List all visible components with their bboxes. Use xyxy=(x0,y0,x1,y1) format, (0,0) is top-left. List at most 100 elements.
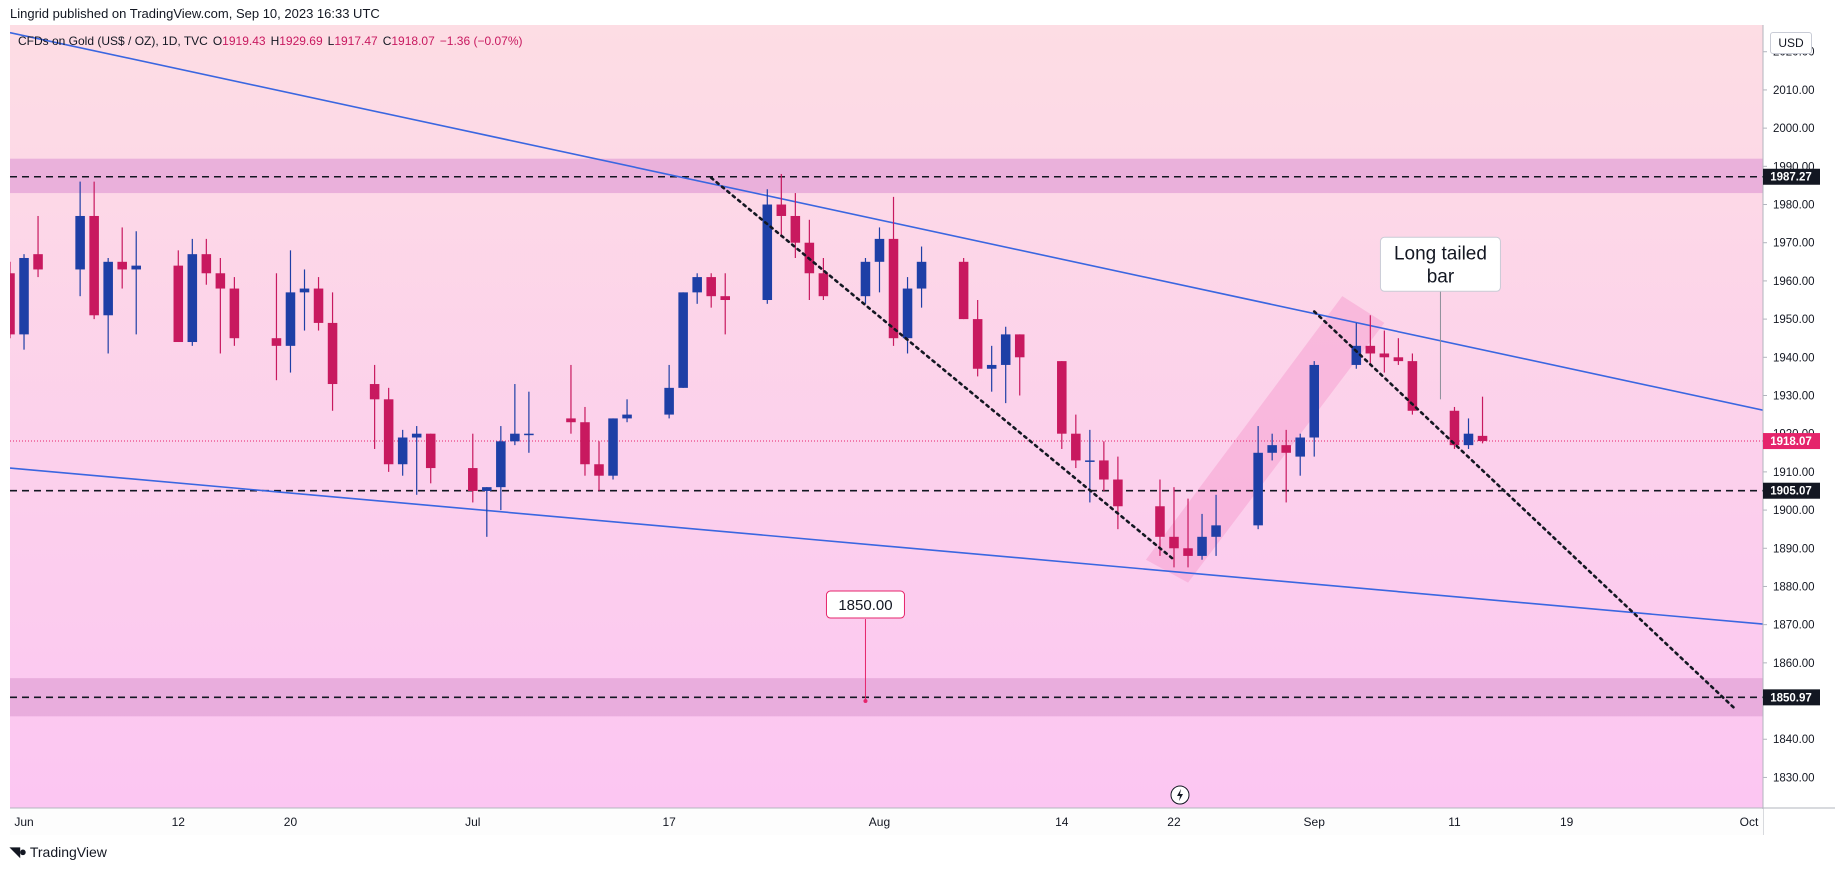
legend-symbol[interactable]: CFDs on Gold (US$ / OZ), 1D, TVC xyxy=(18,34,208,48)
candle[interactable] xyxy=(580,406,590,476)
candle[interactable] xyxy=(173,250,184,343)
candle-body xyxy=(1183,548,1193,556)
candle[interactable] xyxy=(1295,433,1305,476)
candle[interactable] xyxy=(1211,494,1221,556)
candle[interactable] xyxy=(313,277,324,331)
y-tick-label: 1940.00 xyxy=(1773,352,1815,364)
candle[interactable] xyxy=(285,250,296,373)
candle[interactable] xyxy=(1113,456,1123,530)
candle[interactable] xyxy=(103,257,113,354)
candle[interactable] xyxy=(706,273,716,308)
candle[interactable] xyxy=(327,292,338,411)
candle[interactable] xyxy=(986,345,997,392)
candle[interactable] xyxy=(1000,326,1011,404)
candle[interactable] xyxy=(1309,361,1320,457)
candle[interactable] xyxy=(89,181,99,320)
candle[interactable] xyxy=(1477,396,1488,444)
candle-body xyxy=(271,338,282,346)
candle[interactable] xyxy=(1197,513,1207,560)
candle[interactable] xyxy=(1365,315,1376,365)
candle-body xyxy=(594,464,604,476)
candle[interactable] xyxy=(75,181,85,297)
dotted-trendline[interactable] xyxy=(1312,310,1737,710)
candle[interactable] xyxy=(1071,414,1081,469)
candle[interactable] xyxy=(1351,322,1362,369)
candle[interactable] xyxy=(411,426,422,495)
candle[interactable] xyxy=(622,399,632,423)
candle[interactable] xyxy=(33,215,43,278)
candle[interactable] xyxy=(678,292,688,388)
candle[interactable] xyxy=(776,173,787,236)
candle[interactable] xyxy=(482,487,492,537)
candle[interactable] xyxy=(187,238,198,346)
candle-body xyxy=(1057,361,1067,434)
candle[interactable] xyxy=(1281,429,1291,503)
callout-box[interactable] xyxy=(1379,236,1501,292)
candle[interactable] xyxy=(1183,498,1193,568)
candle[interactable] xyxy=(762,189,773,304)
candle[interactable] xyxy=(1057,361,1067,449)
currency-button[interactable]: USD xyxy=(1770,32,1812,54)
candle[interactable] xyxy=(425,433,436,484)
candle[interactable] xyxy=(818,257,829,301)
candle-body xyxy=(383,399,394,465)
candle[interactable] xyxy=(916,246,927,308)
candle-body xyxy=(622,414,632,419)
footer-brand[interactable]: TradingView xyxy=(29,844,107,860)
candle[interactable] xyxy=(117,227,127,289)
candle-body xyxy=(1211,525,1221,537)
candle[interactable] xyxy=(5,261,15,339)
target-label-box[interactable] xyxy=(825,590,905,619)
dotted-trendline[interactable] xyxy=(709,176,1176,562)
candle-body xyxy=(860,261,871,297)
candle[interactable] xyxy=(1449,406,1460,449)
candle[interactable] xyxy=(1267,433,1277,461)
candle[interactable] xyxy=(496,426,506,511)
candle[interactable] xyxy=(369,364,380,449)
level-zone xyxy=(10,158,1763,194)
candle[interactable] xyxy=(19,254,29,350)
candle[interactable] xyxy=(594,441,604,491)
candle[interactable] xyxy=(1393,338,1404,365)
candle[interactable] xyxy=(524,391,534,453)
candle[interactable] xyxy=(692,273,702,304)
candle[interactable] xyxy=(1014,334,1025,396)
candle[interactable] xyxy=(215,257,226,354)
trendline[interactable] xyxy=(10,467,1835,659)
candle[interactable] xyxy=(468,433,478,503)
y-tick-label: 1870.00 xyxy=(1773,620,1815,632)
candle[interactable] xyxy=(1169,487,1179,568)
candle[interactable] xyxy=(790,193,801,258)
candle-body xyxy=(818,273,829,297)
candle[interactable] xyxy=(383,387,394,472)
candle[interactable] xyxy=(1463,418,1474,449)
candle[interactable] xyxy=(566,364,576,434)
candle-body xyxy=(411,433,422,438)
candle[interactable] xyxy=(131,231,141,335)
bullish-channel[interactable] xyxy=(1145,296,1385,583)
candle[interactable] xyxy=(1155,479,1165,556)
candle[interactable] xyxy=(201,238,212,285)
candle-body xyxy=(524,433,534,436)
candle[interactable] xyxy=(720,273,730,335)
candle[interactable] xyxy=(1253,426,1263,530)
candle[interactable] xyxy=(860,257,871,304)
candle[interactable] xyxy=(972,300,983,377)
candle[interactable] xyxy=(271,273,282,381)
candle[interactable] xyxy=(874,227,885,293)
candle[interactable] xyxy=(608,418,618,480)
candle-body xyxy=(776,204,787,216)
candle[interactable] xyxy=(510,384,520,446)
candle[interactable] xyxy=(299,269,310,331)
candle[interactable] xyxy=(958,257,969,320)
candle[interactable] xyxy=(888,196,899,346)
candle[interactable] xyxy=(1099,441,1109,491)
candle[interactable] xyxy=(1379,330,1390,373)
lightning-icon[interactable] xyxy=(1170,785,1190,805)
candle[interactable] xyxy=(397,429,408,476)
tradingview-logo-icon[interactable]: ◥● xyxy=(10,844,27,859)
candle[interactable] xyxy=(664,364,674,419)
trendline[interactable] xyxy=(10,31,1835,495)
candle[interactable] xyxy=(229,277,240,346)
